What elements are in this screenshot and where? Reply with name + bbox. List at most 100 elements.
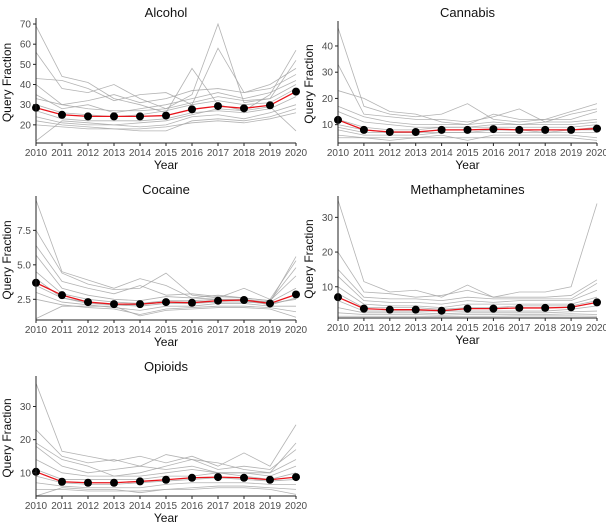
- mean-point: [58, 110, 66, 119]
- y-tick-label: 70: [20, 20, 32, 31]
- state-series-line: [35, 445, 297, 474]
- x-tick-label: 2013: [103, 325, 126, 336]
- mean-point: [84, 298, 92, 307]
- state-series-line: [337, 105, 598, 126]
- mean-point: [240, 296, 248, 304]
- mean-point: [240, 104, 248, 113]
- x-tick-label: 2012: [77, 325, 100, 336]
- panel-title: Methamphetamines: [410, 182, 525, 197]
- x-tick-label: 2011: [353, 323, 375, 334]
- mean-point: [359, 125, 368, 134]
- y-tick-label: 2.5: [17, 295, 31, 306]
- mean-point: [84, 112, 92, 121]
- mean-point: [292, 473, 300, 482]
- mean-point: [515, 125, 524, 134]
- x-axis-title: Year: [154, 335, 178, 349]
- panel-cannabis: Cannabis 10 20 30 40 2010 2011 2012 2013 2014 2015…: [302, 5, 606, 172]
- state-series-line: [35, 429, 297, 474]
- x-tick-label: 2010: [327, 148, 350, 159]
- y-tick-label: 20: [20, 435, 32, 446]
- mean-point: [567, 125, 576, 134]
- y-axis-title: Query Fraction: [0, 43, 14, 122]
- state-series-line: [337, 134, 598, 141]
- state-series-line: [35, 482, 296, 489]
- x-tick-label: 2017: [508, 323, 531, 334]
- state-series-line: [35, 254, 297, 302]
- state-series-line: [337, 286, 598, 308]
- x-tick-label: 2017: [207, 325, 230, 336]
- y-tick-label: 10: [322, 282, 334, 293]
- state-series-line: [35, 80, 297, 114]
- x-tick-label: 2020: [285, 148, 308, 159]
- y-tick-label: 10: [20, 468, 32, 479]
- state-series-line: [35, 459, 297, 477]
- x-tick-label: 2020: [586, 323, 606, 334]
- mean-point: [567, 303, 576, 312]
- x-tick-label: 2013: [103, 501, 126, 512]
- state-series-line: [337, 64, 598, 123]
- x-tick-label: 2013: [405, 148, 428, 159]
- mean-point: [214, 473, 222, 482]
- panel-title: Cocaine: [142, 182, 190, 197]
- x-axis-title: Year: [455, 333, 479, 347]
- state-series-line: [337, 307, 598, 315]
- x-axis-title: Year: [455, 158, 479, 172]
- x-tick-label: 2019: [259, 501, 282, 512]
- mean-point: [110, 478, 118, 487]
- mean-point: [162, 298, 170, 307]
- x-tick-label: 2017: [207, 501, 230, 512]
- x-tick-label: 2010: [25, 501, 48, 512]
- y-tick-label: 40: [322, 41, 334, 52]
- panel-title: Cannabis: [440, 5, 495, 20]
- x-tick-label: 2014: [129, 148, 152, 159]
- mean-point: [385, 127, 394, 136]
- mean-point: [214, 296, 222, 305]
- state-series-line: [337, 276, 598, 305]
- state-series-line: [35, 112, 297, 130]
- y-tick-label: 50: [20, 60, 32, 71]
- x-tick-label: 2014: [430, 148, 453, 159]
- mean-point: [84, 478, 92, 487]
- x-tick-label: 2015: [155, 501, 178, 512]
- state-series-line: [337, 269, 598, 302]
- x-tick-label: 2019: [560, 148, 583, 159]
- x-axis-title: Year: [154, 158, 178, 172]
- mean-point: [292, 87, 300, 96]
- mean-point: [188, 298, 196, 307]
- x-tick-label: 2011: [51, 325, 73, 336]
- state-series-line: [338, 315, 598, 318]
- mean-point: [214, 102, 222, 111]
- mean-point: [188, 105, 196, 114]
- y-tick-label: 30: [20, 100, 32, 111]
- mean-point: [292, 290, 300, 299]
- x-tick-label: 2019: [259, 325, 282, 336]
- state-series-line: [35, 88, 297, 118]
- x-tick-label: 2016: [181, 325, 204, 336]
- panel-cocaine: Cocaine 2.5 5.0 7.5 2010 2011 2012 2013 2014 2015…: [0, 182, 308, 349]
- state-series-line: [338, 137, 598, 141]
- mean-point: [515, 303, 524, 312]
- x-tick-label: 2018: [233, 501, 256, 512]
- state-series-line: [35, 199, 297, 303]
- x-tick-label: 2010: [25, 325, 48, 336]
- y-tick-label: 20: [20, 120, 32, 131]
- mean-point: [136, 300, 144, 309]
- x-tick-label: 2011: [51, 501, 73, 512]
- mean-point: [541, 125, 550, 134]
- state-series-line: [337, 27, 598, 123]
- x-tick-label: 2016: [482, 148, 505, 159]
- mean-point: [411, 305, 420, 314]
- state-series-line: [35, 84, 297, 112]
- mean-point: [437, 306, 446, 315]
- state-series-line: [337, 199, 598, 298]
- mean-point: [266, 299, 274, 308]
- panel-title: Alcohol: [145, 5, 188, 20]
- y-axis-title: Query Fraction: [0, 220, 14, 299]
- mean-point: [463, 125, 472, 134]
- state-series-line: [35, 442, 297, 477]
- y-tick-label: 30: [322, 68, 334, 79]
- state-series-line: [35, 106, 297, 142]
